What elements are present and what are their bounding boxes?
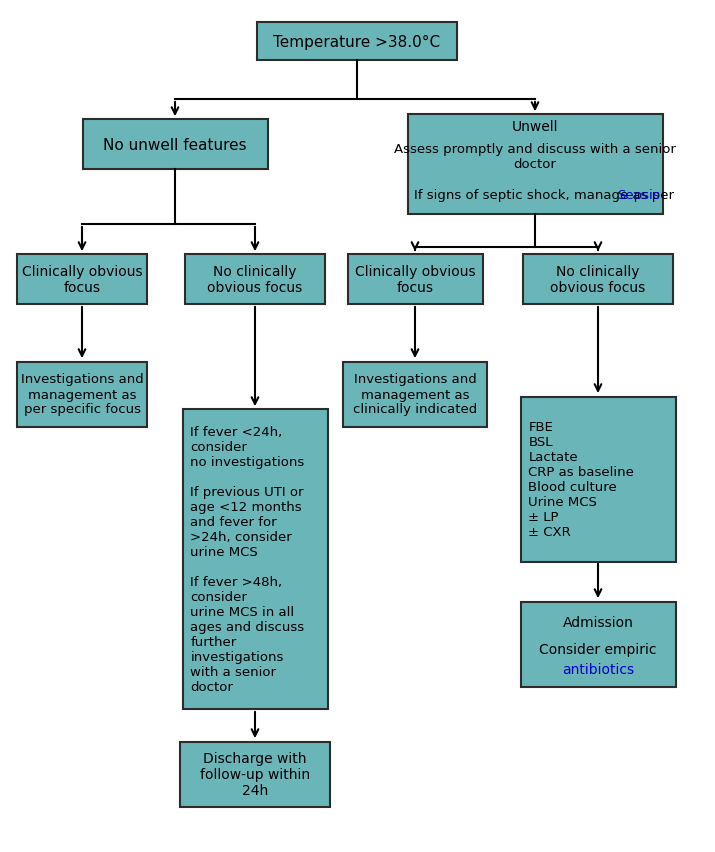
Text: Discharge with
follow-up within
24h: Discharge with follow-up within 24h	[200, 751, 310, 797]
Text: doctor: doctor	[513, 158, 556, 170]
Text: Investigations and
management as
per specific focus: Investigations and management as per spe…	[21, 373, 144, 416]
Text: Unwell: Unwell	[512, 120, 558, 134]
FancyBboxPatch shape	[257, 23, 457, 61]
FancyBboxPatch shape	[342, 362, 488, 427]
FancyBboxPatch shape	[521, 602, 676, 687]
Text: Admission: Admission	[563, 615, 633, 630]
FancyBboxPatch shape	[182, 410, 327, 709]
FancyBboxPatch shape	[185, 255, 325, 305]
Text: If fever <24h,
consider
no investigations

If previous UTI or
age <12 months
and: If fever <24h, consider no investigation…	[190, 425, 305, 694]
Text: Temperature >38.0°C: Temperature >38.0°C	[273, 34, 440, 49]
Text: Clinically obvious
focus: Clinically obvious focus	[355, 265, 475, 295]
FancyBboxPatch shape	[347, 255, 483, 305]
FancyBboxPatch shape	[82, 120, 267, 170]
Text: No unwell features: No unwell features	[103, 137, 247, 153]
Text: Clinically obvious
focus: Clinically obvious focus	[21, 265, 142, 295]
FancyBboxPatch shape	[408, 115, 663, 215]
FancyBboxPatch shape	[523, 255, 673, 305]
FancyBboxPatch shape	[17, 255, 147, 305]
FancyBboxPatch shape	[17, 362, 147, 427]
Text: No clinically
obvious focus: No clinically obvious focus	[551, 265, 646, 295]
Text: Consider empiric: Consider empiric	[539, 642, 657, 656]
Text: Investigations and
management as
clinically indicated: Investigations and management as clinica…	[353, 373, 477, 416]
Text: Assess promptly and discuss with a senior: Assess promptly and discuss with a senio…	[394, 143, 676, 156]
Text: No clinically
obvious focus: No clinically obvious focus	[207, 265, 302, 295]
FancyBboxPatch shape	[521, 397, 676, 561]
FancyBboxPatch shape	[180, 741, 330, 807]
Text: Sepsis: Sepsis	[618, 188, 660, 201]
Text: If signs of septic shock, manage as per: If signs of septic shock, manage as per	[413, 188, 678, 201]
Text: FBE
BSL
Lactate
CRP as baseline
Blood culture
Urine MCS
± LP
± CXR: FBE BSL Lactate CRP as baseline Blood cu…	[528, 421, 634, 538]
Text: antibiotics: antibiotics	[562, 662, 634, 676]
